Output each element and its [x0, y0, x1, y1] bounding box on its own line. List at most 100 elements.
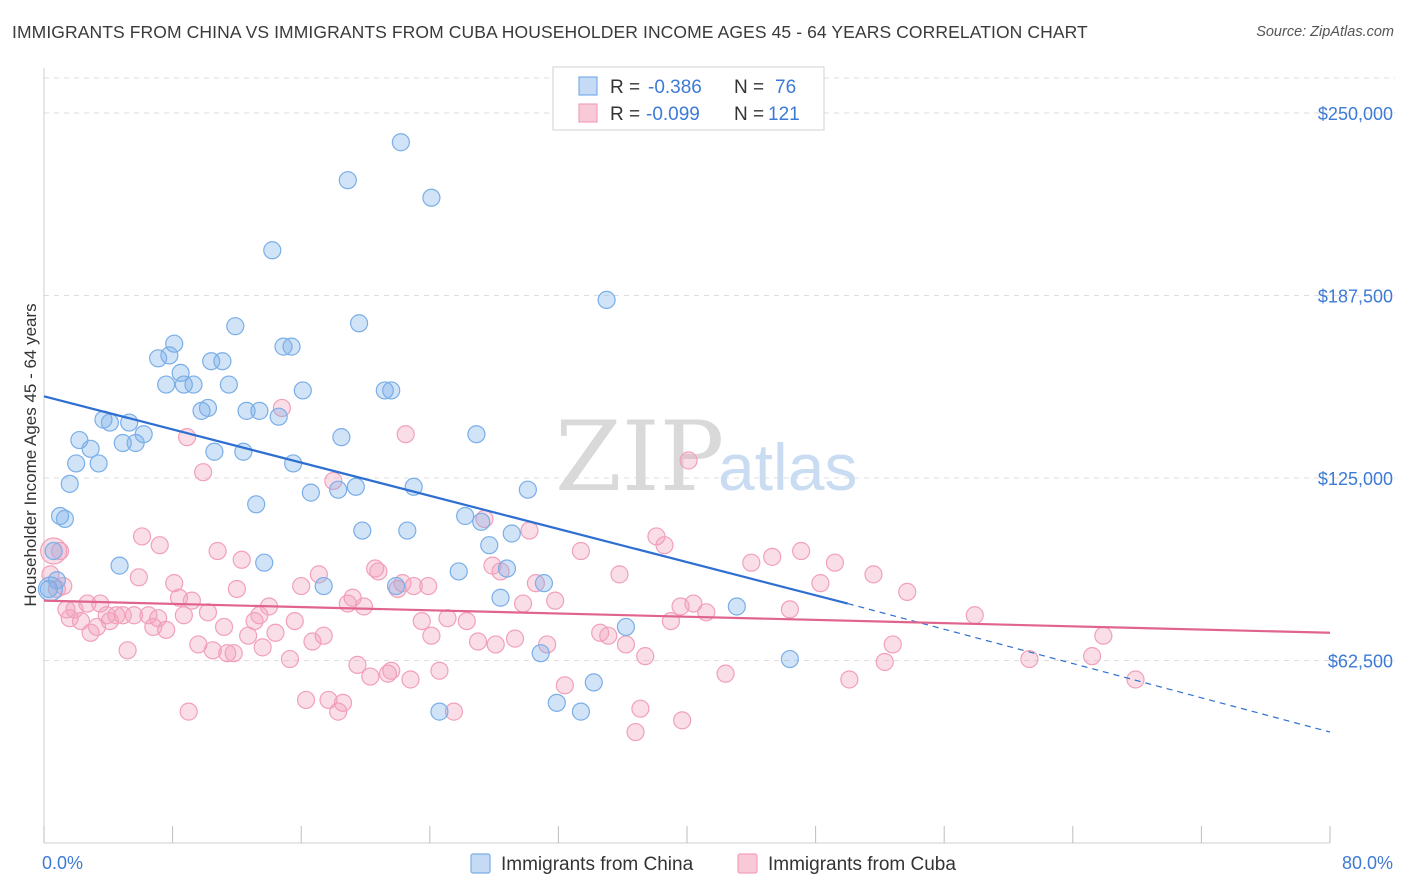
cuba-point	[198, 603, 218, 622]
china-point	[332, 428, 351, 447]
china-point	[518, 480, 537, 499]
china-point	[219, 375, 238, 394]
cuba-point	[1020, 649, 1039, 669]
china-point	[237, 401, 256, 420]
cuba-point	[684, 594, 703, 613]
legend-cuba-r-label: R =	[610, 104, 640, 125]
china-point	[472, 512, 491, 531]
cuba-point	[329, 702, 348, 721]
grid-lines	[44, 77, 1395, 662]
cuba-point	[780, 600, 799, 619]
china-point	[81, 439, 100, 458]
china-point	[727, 597, 746, 616]
china-point	[226, 317, 245, 336]
cuba-trend-line	[43, 599, 1331, 634]
china-point	[467, 425, 486, 444]
cuba-point	[91, 594, 110, 613]
china-trend-line	[43, 395, 849, 605]
china-point	[597, 290, 616, 310]
china-point	[398, 521, 417, 540]
china-point	[293, 381, 312, 400]
china-point	[247, 495, 266, 514]
china-point	[422, 188, 441, 207]
china-point	[263, 241, 282, 260]
cuba-point	[965, 606, 984, 625]
china-point	[284, 454, 303, 473]
china-point	[534, 574, 554, 593]
cuba-point	[150, 536, 169, 555]
cuba-point	[412, 611, 431, 631]
legend-china-r-label: R =	[610, 77, 640, 98]
watermark: ZIP atlas	[555, 401, 857, 513]
y-tick-label: $250,000	[1318, 104, 1393, 124]
china-point	[430, 702, 449, 721]
china-point	[353, 521, 372, 540]
china-point	[571, 702, 591, 721]
china-point	[198, 398, 218, 418]
cuba-point	[208, 541, 227, 561]
y-tick-labels: $62,500 $125,000 $187,500 $250,000	[1318, 104, 1393, 671]
cuba-point	[60, 609, 79, 628]
china-point	[382, 381, 401, 400]
cuba-point	[825, 553, 844, 572]
china-point	[50, 506, 70, 526]
cuba-point	[266, 623, 285, 642]
y-tick-label: $187,500	[1318, 287, 1393, 307]
china-point	[134, 425, 153, 444]
cuba-point	[742, 553, 761, 572]
x-tick-label-min: 0.0%	[42, 853, 83, 873]
cuba-point	[673, 711, 692, 730]
china-point	[391, 133, 410, 152]
bottom-legend-china-label: Immigrants from China	[501, 854, 694, 875]
cuba-point	[157, 620, 176, 639]
cuba-point	[366, 559, 385, 578]
x-tick-label-max: 80.0%	[1342, 853, 1393, 873]
china-point	[780, 649, 799, 669]
cuba-point	[227, 579, 246, 599]
cuba-point	[438, 609, 457, 628]
china-point	[113, 433, 132, 453]
y-axis-label: Householder Income Ages 45 - 64 years	[21, 303, 40, 606]
cuba-point	[513, 594, 533, 613]
cuba-point	[369, 562, 388, 581]
cuba-point	[1094, 626, 1113, 645]
cuba-point	[97, 606, 116, 625]
cuba-point	[898, 582, 917, 601]
china-point	[349, 314, 369, 333]
china-points	[37, 133, 799, 721]
series-legend: Immigrants from China Immigrants from Cu…	[470, 853, 956, 875]
china-point	[255, 553, 274, 572]
china-point	[205, 442, 224, 461]
cuba-point	[631, 699, 650, 718]
cuba-point	[132, 527, 152, 546]
china-point	[386, 576, 406, 596]
x-tick-labels: 0.0% 80.0%	[42, 853, 1393, 873]
china-point	[269, 407, 288, 426]
legend-china-n-value: 76	[775, 77, 796, 98]
china-point	[160, 346, 179, 365]
cuba-point	[422, 626, 441, 645]
china-point	[55, 509, 74, 528]
cuba-point	[636, 647, 655, 666]
cuba-point	[285, 611, 304, 631]
cuba-point	[610, 565, 629, 584]
cuba-point	[232, 550, 251, 569]
china-point	[502, 524, 521, 543]
cuba-point	[253, 638, 272, 657]
cuba-point	[792, 541, 811, 561]
legend-frame	[552, 66, 825, 131]
cuba-point	[571, 541, 591, 561]
china-point	[165, 334, 184, 353]
china-point	[497, 559, 517, 578]
china-point	[301, 483, 320, 502]
cuba-point	[245, 611, 264, 631]
china-point	[375, 381, 394, 400]
cuba-point	[716, 664, 735, 683]
cuba-point	[396, 425, 415, 444]
legend-china-n-label: N =	[734, 77, 764, 98]
cuba-point	[182, 591, 201, 610]
china-point	[60, 474, 79, 493]
cuba-point	[50, 541, 70, 561]
cuba-point	[107, 606, 126, 625]
